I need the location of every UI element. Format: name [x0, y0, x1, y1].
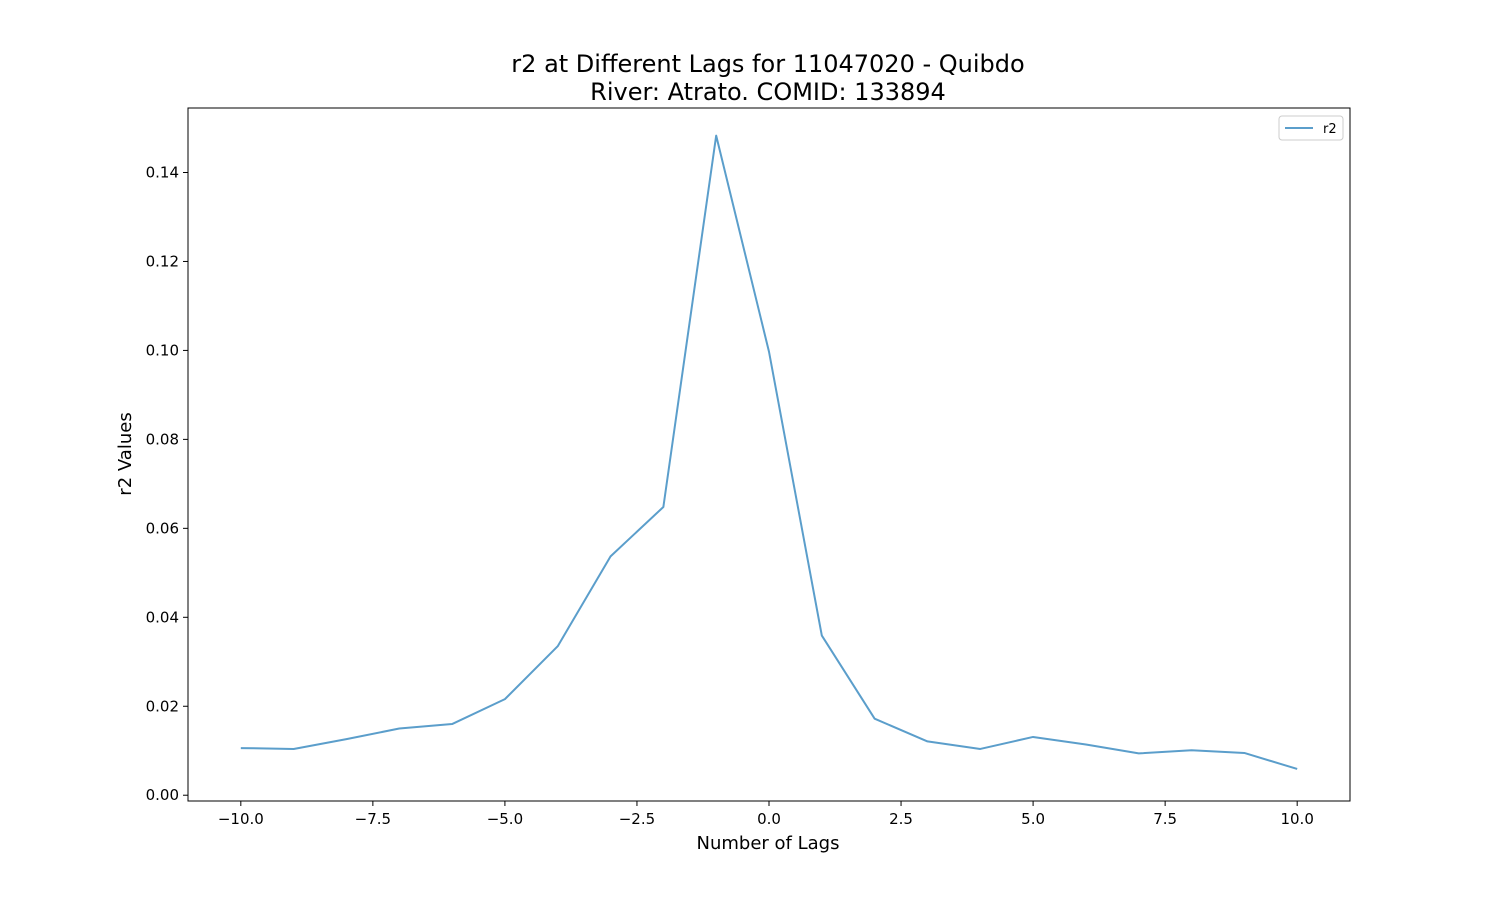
y-tick-label: 0.14	[146, 163, 179, 181]
y-tick-label: 0.08	[146, 430, 179, 448]
x-tick-label: −7.5	[355, 810, 391, 828]
x-tick-label: −10.0	[218, 810, 264, 828]
x-tick-label: 7.5	[1153, 810, 1177, 828]
y-axis: 0.00 0.02 0.04 0.06 0.08 0.10 0.12 0.14	[146, 163, 188, 804]
x-tick-label: 10.0	[1280, 810, 1313, 828]
plot-frame	[187, 107, 1351, 802]
y-tick-label: 0.04	[146, 608, 179, 626]
y-axis-label: r2 Values	[115, 412, 136, 495]
y-tick-label: 0.06	[146, 519, 179, 537]
x-tick-label: 0.0	[757, 810, 781, 828]
x-tick-label: −5.0	[487, 810, 523, 828]
x-axis: −10.0 −7.5 −5.0 −2.5 0.0 2.5 5.0 7.5 10.0	[218, 801, 1314, 828]
y-tick-label: 0.10	[146, 341, 179, 359]
legend: r2	[1278, 115, 1344, 141]
series-layer	[240, 134, 1298, 770]
series-line-r2	[240, 134, 1298, 770]
chart-subtitle: River: Atrato. COMID: 133894	[590, 78, 946, 106]
x-tick-label: 5.0	[1021, 810, 1045, 828]
x-tick-label: 2.5	[889, 810, 913, 828]
legend-label: r2	[1323, 122, 1337, 137]
x-axis-label: Number of Lags	[697, 833, 840, 854]
y-tick-label: 0.02	[146, 697, 179, 715]
y-tick-label: 0.00	[146, 786, 179, 804]
x-tick-label: −2.5	[619, 810, 655, 828]
y-tick-label: 0.12	[146, 252, 179, 270]
chart-title: r2 at Different Lags for 11047020 - Quib…	[511, 50, 1024, 78]
